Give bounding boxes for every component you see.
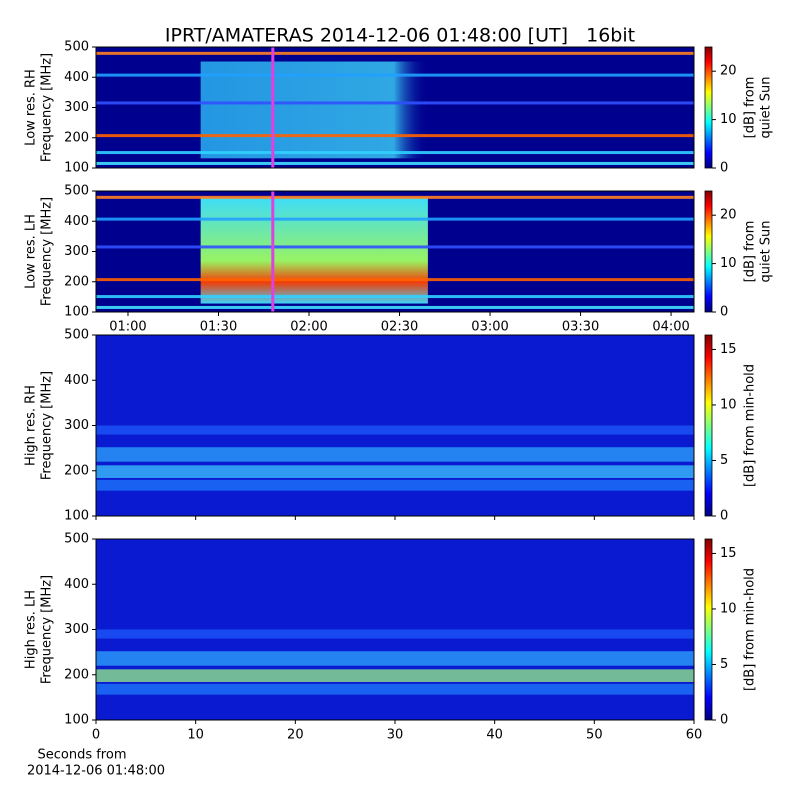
y-tick-label: 300 <box>64 100 89 115</box>
y-tick-label: 400 <box>64 214 89 229</box>
y-tick-label: 300 <box>64 244 89 259</box>
y-tick-label: 200 <box>64 274 89 289</box>
y-axis-label: High res. LH <box>24 590 39 669</box>
y-tick-label: 300 <box>64 622 89 637</box>
band-stripe <box>96 629 694 639</box>
band-stripe <box>96 683 694 695</box>
band-stripe <box>96 465 694 478</box>
y-axis-label: Frequency [MHz] <box>40 53 55 162</box>
colorbar <box>704 46 713 169</box>
x-tick-label: 10 <box>187 728 204 743</box>
colorbar-tick-label: 5 <box>720 453 728 468</box>
colorbar-label: [dB] from min-hold <box>743 568 758 691</box>
x-tick-label: 50 <box>586 728 603 743</box>
band-stripe <box>96 217 694 221</box>
colorbar-tick-label: 10 <box>720 601 737 616</box>
band-stripe <box>96 425 694 435</box>
colorbar-label: [dB] from min-hold <box>743 364 758 487</box>
band-stripe <box>96 479 694 491</box>
colorbar-tick-label: 20 <box>720 64 737 79</box>
y-axis-label: Low res. RH <box>24 69 39 146</box>
y-tick-label: 100 <box>64 161 89 176</box>
time-marker <box>271 191 275 312</box>
x-tick-label: 0 <box>92 728 100 743</box>
y-tick-label: 200 <box>64 667 89 682</box>
colorbar-label: [dB] from <box>743 221 758 283</box>
colorbar-tick-label: 10 <box>720 397 737 412</box>
x-tick-label: 01:00 <box>109 320 146 335</box>
y-tick-label: 100 <box>64 305 89 320</box>
x-tick-label: 60 <box>686 728 703 743</box>
y-tick-label: 400 <box>64 70 89 85</box>
colorbar-tick-label: 15 <box>720 342 737 357</box>
colorbar-tick-label: 10 <box>720 256 737 271</box>
band-stripe <box>96 195 694 199</box>
burst-region <box>200 61 428 159</box>
y-axis-label: Frequency [MHz] <box>40 197 55 306</box>
colorbar <box>704 190 713 313</box>
y-tick-label: 500 <box>64 532 89 547</box>
x-tick-label: 20 <box>287 728 304 743</box>
y-tick-label: 500 <box>64 184 89 199</box>
x-tick-label: 01:30 <box>200 320 237 335</box>
band-stripe <box>96 305 694 309</box>
band-stripe <box>96 245 694 249</box>
y-tick-label: 300 <box>64 418 89 433</box>
y-tick-label: 500 <box>64 328 89 343</box>
y-tick-label: 400 <box>64 373 89 388</box>
colorbar-tick-label: 0 <box>720 161 728 176</box>
y-axis-label: High res. RH <box>24 385 39 466</box>
y-tick-label: 400 <box>64 577 89 592</box>
colorbar-tick-label: 0 <box>720 305 728 320</box>
y-tick-label: 500 <box>64 40 89 55</box>
y-axis-label: Frequency [MHz] <box>40 371 55 480</box>
y-tick-label: 100 <box>64 713 89 728</box>
band-stripe <box>96 101 694 105</box>
x-tick-label: 40 <box>486 728 503 743</box>
colorbar-tick-label: 0 <box>720 509 728 524</box>
x-axis-label: 2014-12-06 01:48:00 <box>27 764 165 779</box>
x-tick-label: 04:00 <box>652 320 689 335</box>
band-stripe <box>96 447 694 462</box>
x-axis-label: Seconds from <box>37 748 126 763</box>
colorbar-tick-label: 10 <box>720 112 737 127</box>
y-tick-label: 200 <box>64 130 89 145</box>
colorbar <box>704 334 713 517</box>
colorbar-tick-label: 5 <box>720 657 728 672</box>
band-stripe <box>96 295 694 299</box>
band-stripe <box>96 278 694 282</box>
colorbar-tick-label: 15 <box>720 546 737 561</box>
band-stripe <box>96 73 694 77</box>
y-axis-label: Low res. LH <box>24 214 39 289</box>
y-axis-label: Frequency [MHz] <box>40 575 55 684</box>
band-stripe <box>96 669 694 682</box>
x-tick-label: 03:00 <box>471 320 508 335</box>
y-tick-label: 100 <box>64 509 89 524</box>
x-tick-label: 30 <box>387 728 404 743</box>
chart-title: IPRT/AMATERAS 2014-12-06 01:48:00 [UT] 1… <box>165 25 635 47</box>
band-stripe <box>96 151 694 155</box>
x-tick-label: 03:30 <box>562 320 599 335</box>
band-stripe <box>96 51 694 55</box>
colorbar-label: quiet Sun <box>759 220 774 282</box>
colorbar <box>704 538 713 721</box>
band-stripe <box>96 651 694 666</box>
x-tick-label: 02:00 <box>290 320 327 335</box>
y-tick-label: 200 <box>64 463 89 478</box>
band-stripe <box>96 134 694 138</box>
band-stripe <box>96 161 694 165</box>
colorbar-tick-label: 20 <box>720 208 737 223</box>
time-marker <box>271 47 275 168</box>
burst-region <box>200 197 428 304</box>
x-tick-label: 02:30 <box>381 320 418 335</box>
colorbar-tick-label: 0 <box>720 713 728 728</box>
colorbar-label: quiet Sun <box>759 76 774 138</box>
colorbar-label: [dB] from <box>743 77 758 139</box>
